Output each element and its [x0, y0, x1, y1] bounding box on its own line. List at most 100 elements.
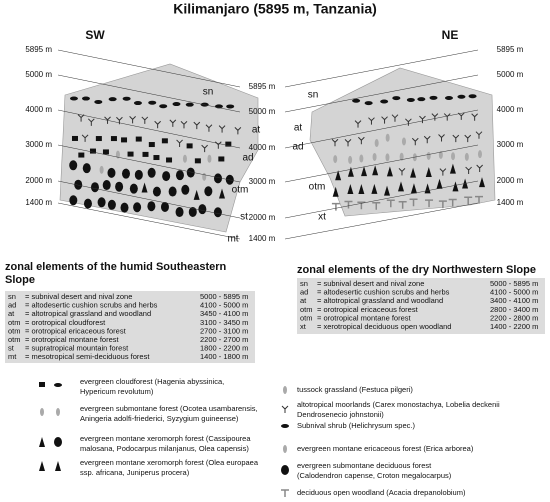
- moor-icon: [104, 116, 111, 124]
- moor-icon: [438, 134, 445, 142]
- table-title: zonal elements of the dry Northwestern S…: [297, 264, 536, 276]
- legend-text: altotropical moorlands (Carex monostachy…: [297, 400, 500, 409]
- level-line: [57, 74, 241, 113]
- level-line: [284, 74, 479, 113]
- moor-icon: [423, 135, 431, 144]
- moor-icon: [443, 113, 451, 121]
- tree-icon: [436, 178, 443, 189]
- moor-icon: [368, 117, 375, 125]
- legend-text: evergreen montane ericaceous forest (Eri…: [297, 444, 474, 453]
- erica-icon: [385, 133, 390, 142]
- erica-icon: [56, 408, 60, 416]
- moor-icon: [391, 114, 399, 122]
- tree-icon: [384, 185, 391, 196]
- tree-icon: [358, 183, 365, 194]
- moor-icon: [431, 113, 439, 121]
- tree-icon: [219, 188, 226, 199]
- tree-icon: [172, 102, 181, 107]
- table-cell: = orotropical montane forest: [317, 313, 412, 322]
- table-cell: = orotropical ericaceous forest: [25, 326, 127, 335]
- table-cell: = altodesertic cushion scrubs and herbs: [25, 301, 158, 310]
- tree-icon: [204, 186, 213, 197]
- zone-label: mt: [227, 234, 238, 245]
- altitude-label: 2000 m: [249, 213, 276, 222]
- altitude-label: 5000 m: [497, 70, 524, 79]
- tree-icon: [81, 96, 90, 101]
- altitude-label: 3000 m: [249, 177, 276, 186]
- altitude-label: 5895 m: [25, 45, 52, 54]
- table-cell: ad: [300, 288, 308, 297]
- tree-icon: [372, 165, 379, 176]
- level-line: [284, 202, 479, 240]
- moor-icon: [357, 136, 365, 145]
- table-cell: otm: [8, 318, 21, 327]
- altitude-label: 5895 m: [497, 45, 524, 54]
- tree-icon: [198, 204, 207, 215]
- table-cell: sn: [8, 292, 16, 301]
- acacia-icon: [281, 489, 289, 497]
- erica-icon: [374, 139, 379, 148]
- tree-icon: [162, 171, 171, 182]
- moor-icon: [398, 168, 406, 176]
- level-line: [284, 109, 479, 149]
- moor-icon: [193, 121, 201, 130]
- tree-icon: [406, 97, 415, 102]
- table-cell: at: [8, 309, 15, 318]
- legend-text: evergreen montane xeromorph forest (Cass…: [80, 434, 251, 443]
- table-cell: 3450 - 4100 m: [200, 309, 248, 318]
- erica-icon: [207, 154, 212, 163]
- moor-icon: [465, 166, 472, 175]
- table-cell: = subnival desert and nival zone: [25, 292, 132, 301]
- moor-icon: [87, 118, 95, 126]
- table-cell: sn: [300, 279, 308, 288]
- cloud-icon: [95, 136, 102, 142]
- tree-icon: [82, 163, 91, 174]
- level-line: [57, 109, 241, 149]
- zone-label: ad: [292, 142, 303, 153]
- tree-icon: [69, 195, 78, 206]
- cloud-icon: [148, 142, 155, 148]
- zone-label: sn: [203, 87, 214, 98]
- cloud-icon: [39, 382, 45, 387]
- altitude-label: 3000 m: [25, 140, 52, 149]
- cloud-icon: [121, 137, 128, 143]
- acacia-icon: [425, 199, 434, 208]
- erica-icon: [426, 151, 431, 160]
- table-cell: = subnival desert and nival zone: [317, 279, 424, 288]
- zone-label: at: [294, 123, 303, 134]
- tree-icon: [107, 167, 116, 178]
- tree-icon: [444, 95, 453, 100]
- tree-icon: [364, 101, 373, 106]
- legend-text: evergreen cloudforest (Hagenia abyssinic…: [80, 377, 224, 386]
- tree-icon: [147, 201, 156, 212]
- tree-icon: [185, 102, 194, 107]
- altitude-label: 4000 m: [497, 105, 524, 114]
- zone-label: otm: [309, 182, 326, 193]
- table-cell: otm: [8, 335, 21, 344]
- tree-icon: [141, 182, 148, 193]
- tree-icon: [102, 180, 111, 191]
- zone-label: at: [252, 125, 261, 136]
- tree-icon: [147, 167, 156, 178]
- erica-icon: [451, 152, 456, 161]
- moor-icon: [154, 120, 162, 129]
- tree-icon: [108, 97, 117, 102]
- tree-icon: [468, 94, 477, 99]
- table-cell: otm: [8, 326, 21, 335]
- acacia-icon: [438, 200, 447, 209]
- table-cell: otm: [300, 313, 313, 322]
- tree-icon: [94, 99, 103, 104]
- table-cell: = supratropical mountain forest: [25, 344, 129, 353]
- moor-icon: [452, 134, 460, 143]
- table-cell: 3400 - 4100 m: [490, 296, 538, 305]
- table-cell: = altotropical grassland and woodland: [317, 296, 443, 305]
- table-cell: = orotropical cloudforest: [25, 318, 106, 327]
- moor-icon: [344, 139, 352, 147]
- tree-icon: [361, 166, 368, 177]
- erica-icon: [283, 386, 287, 394]
- level-line: [57, 180, 241, 219]
- side-label: NE: [442, 28, 459, 42]
- tree-icon: [168, 186, 177, 197]
- erica-icon: [464, 152, 469, 161]
- cloud-icon: [166, 157, 173, 163]
